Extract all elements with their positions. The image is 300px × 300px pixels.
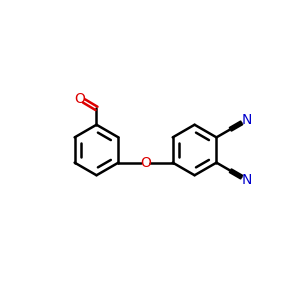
Text: N: N bbox=[242, 173, 252, 187]
Text: N: N bbox=[242, 113, 252, 127]
Text: O: O bbox=[140, 156, 151, 170]
Text: O: O bbox=[75, 92, 86, 106]
